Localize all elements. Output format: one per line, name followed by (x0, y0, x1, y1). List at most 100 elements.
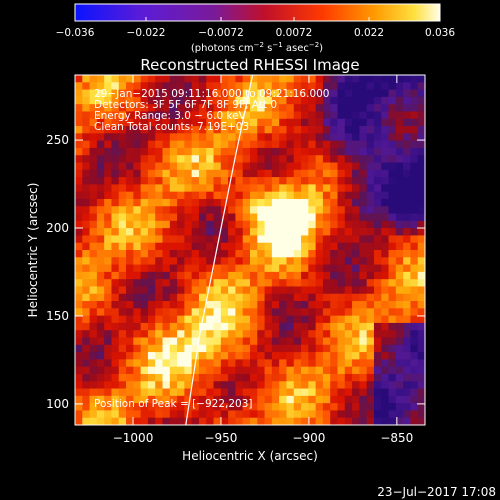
heatmap-cell (286, 235, 295, 244)
heatmap-cell (388, 111, 397, 120)
heatmap-cell (301, 126, 309, 134)
heatmap-cell (417, 162, 425, 171)
heatmap-cell (96, 308, 105, 317)
heatmap-cell (82, 82, 91, 91)
heatmap-cell (169, 337, 178, 346)
heatmap-cell (235, 330, 244, 338)
heatmap-cell (228, 322, 236, 331)
heatmap-cell (118, 169, 127, 178)
heatmap-cell (308, 352, 317, 360)
heatmap-cell (388, 352, 397, 360)
heatmap-cell (373, 191, 382, 200)
heatmap-cell (235, 250, 244, 258)
heatmap-cell (111, 75, 120, 83)
heatmap-cell (381, 359, 390, 368)
heatmap-cell (147, 126, 156, 134)
heatmap-cell (395, 417, 404, 425)
heatmap-cell (330, 373, 338, 382)
heatmap-cell (417, 140, 425, 149)
heatmap-cell (301, 279, 309, 287)
heatmap-cell (82, 279, 91, 287)
heatmap-cell (257, 315, 266, 324)
heatmap-cell (344, 388, 353, 397)
heatmap-cell (264, 403, 273, 411)
heatmap-cell (403, 169, 411, 178)
heatmap-cell (417, 366, 425, 375)
heatmap-cell (184, 147, 193, 156)
heatmap-cell (366, 366, 375, 375)
heatmap-cell (118, 279, 127, 287)
heatmap-cell (279, 352, 287, 360)
heatmap-cell (279, 286, 287, 295)
heatmap-cell (344, 344, 353, 353)
heatmap-cell (381, 140, 390, 149)
heatmap-cell (279, 235, 287, 244)
heatmap-cell (206, 286, 215, 295)
heatmap-cell (410, 308, 419, 317)
heatmap-cell (388, 286, 397, 295)
heatmap-cell (133, 322, 142, 331)
heatmap-cell (206, 410, 215, 419)
heatmap-cell (155, 315, 163, 324)
heatmap-cell (191, 126, 200, 134)
heatmap-cell (264, 104, 273, 112)
heatmap-cell (118, 344, 127, 353)
heatmap-cell (147, 104, 156, 112)
heatmap-cell (330, 96, 338, 105)
heatmap-cell (366, 308, 375, 317)
heatmap-cell (359, 330, 368, 338)
heatmap-cell (403, 89, 411, 98)
heatmap-cell (104, 264, 112, 273)
heatmap-cell (301, 191, 309, 200)
heatmap-cell (162, 410, 171, 419)
heatmap-cell (162, 147, 171, 156)
heatmap-cell (242, 198, 251, 207)
heatmap-cell (147, 250, 156, 258)
heatmap-cell (417, 104, 425, 112)
heatmap-cell (257, 330, 266, 338)
heatmap-cell (162, 271, 171, 280)
heatmap-cell (352, 126, 360, 134)
heatmap-cell (155, 373, 163, 382)
heatmap-cell (388, 213, 397, 222)
heatmap-cell (177, 293, 185, 302)
heatmap-cell (133, 293, 142, 302)
heatmap-cell (264, 410, 273, 419)
heatmap-cell (82, 96, 91, 105)
heatmap-cell (133, 75, 142, 83)
heatmap-cell (140, 352, 149, 360)
heatmap-cell (242, 126, 251, 134)
heatmap-cell (315, 359, 324, 368)
heatmap-cell (198, 191, 207, 200)
heatmap-cell (235, 191, 244, 200)
heatmap-cell (286, 264, 295, 273)
heatmap-cell (118, 220, 127, 229)
heatmap-cell (330, 133, 338, 142)
heatmap-cell (220, 395, 229, 404)
heatmap-cell (417, 155, 425, 163)
heatmap-cell (177, 191, 185, 200)
heatmap-cell (264, 198, 273, 207)
heatmap-cell (89, 147, 98, 156)
heatmap-cell (257, 140, 266, 149)
heatmap-cell (366, 206, 375, 215)
heatmap-cell (373, 337, 382, 346)
heatmap-cell (111, 242, 120, 251)
heatmap-cell (250, 206, 258, 215)
heatmap-cell (330, 126, 338, 134)
info-line: 29−Jan−2015 09:11:16.000 to 09:21:16.000 (94, 88, 330, 100)
heatmap-cell (388, 177, 397, 185)
heatmap-cell (133, 147, 142, 156)
heatmap-cell (104, 257, 112, 266)
heatmap-cell (359, 373, 368, 382)
heatmap-cell (417, 337, 425, 346)
heatmap-cell (206, 271, 215, 280)
heatmap-cell (366, 111, 375, 120)
heatmap-cell (140, 359, 149, 368)
heatmap-cell (162, 279, 171, 287)
heatmap-cell (162, 140, 171, 149)
heatmap-cell (133, 118, 142, 127)
heatmap-cell (250, 410, 258, 419)
heatmap-cell (410, 264, 419, 273)
heatmap-cell (213, 293, 222, 302)
